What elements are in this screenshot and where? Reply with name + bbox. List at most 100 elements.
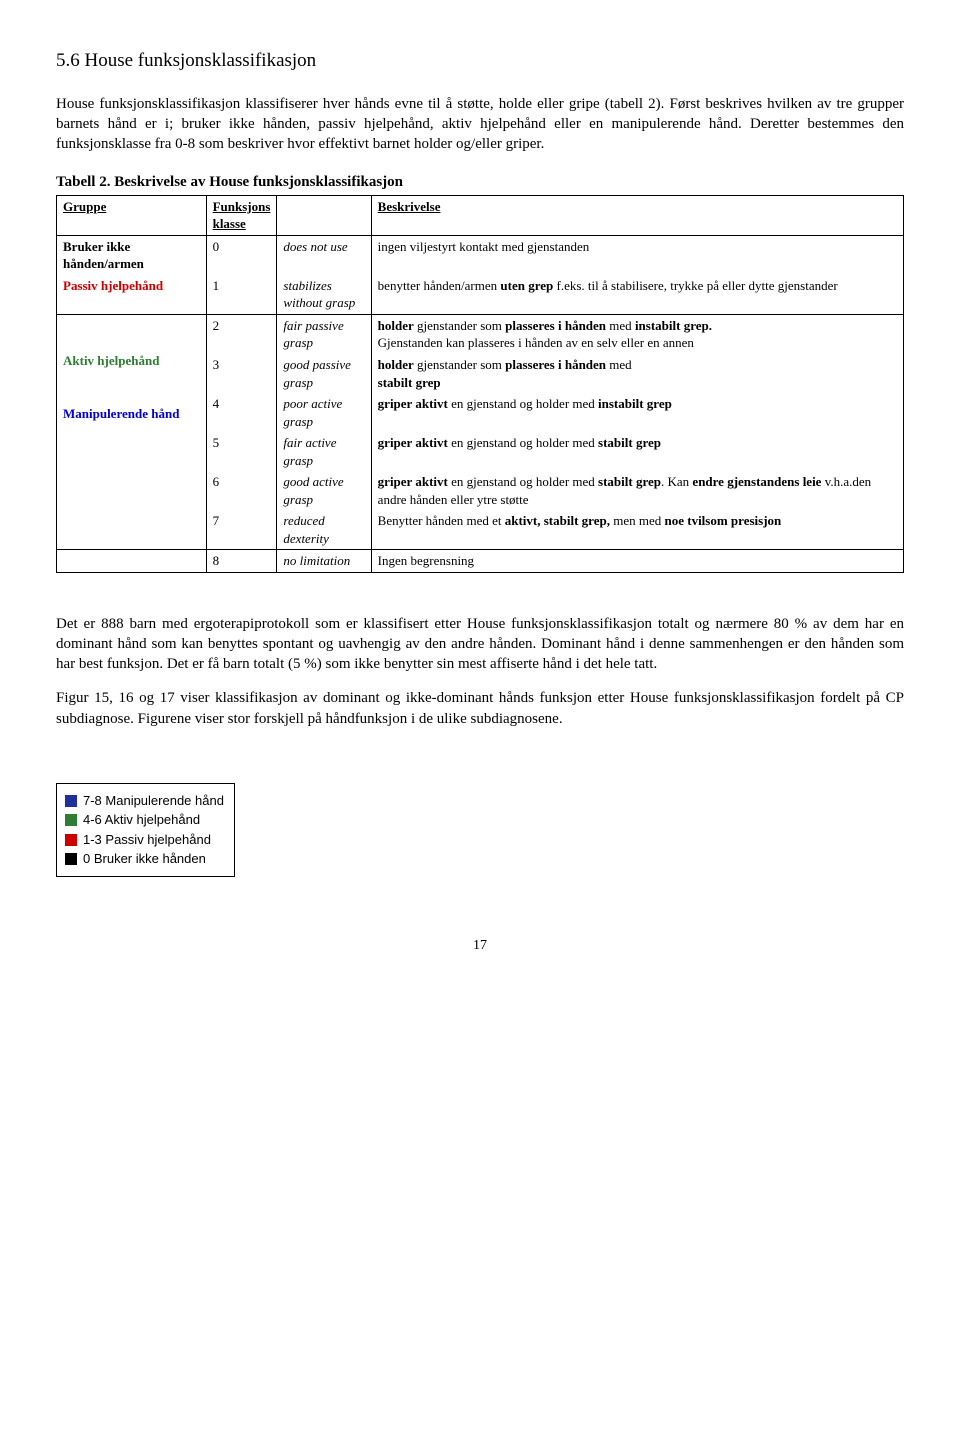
fn-3: good passive grasp xyxy=(277,354,371,393)
body-paragraph-1: Det er 888 barn med ergoterapiprotokoll … xyxy=(56,614,904,675)
legend-row: 1-3 Passiv hjelpehånd xyxy=(65,831,224,849)
klass-5: 5 xyxy=(206,432,277,471)
fn-4: poor active grasp xyxy=(277,393,371,432)
legend-label: 7-8 Manipulerende hånd xyxy=(83,792,224,810)
d1b: uten grep xyxy=(500,278,553,293)
d2b: gjenstander som xyxy=(414,318,505,333)
legend-swatch-icon xyxy=(65,853,77,865)
group-cell-2-3: Aktiv hjelpehånd Manipulerende hånd xyxy=(57,314,207,550)
group-cell-0: Bruker ikke hånden/armen xyxy=(57,235,207,275)
table-caption: Tabell 2. Beskrivelse av House funksjons… xyxy=(56,172,904,192)
d7b: aktivt, stabilt grep, xyxy=(505,513,610,528)
legend-swatch-icon xyxy=(65,814,77,826)
fn-8: no limitation xyxy=(277,550,371,573)
table-row: Bruker ikke hånden/armen 0 does not use … xyxy=(57,235,904,275)
desc-3: holder gjenstander som plasseres i hånde… xyxy=(371,354,903,393)
th-group-text: Gruppe xyxy=(63,199,106,214)
fn4a: poor active xyxy=(283,396,342,411)
desc-6: griper aktivt en gjenstand og holder med… xyxy=(371,471,903,510)
desc-4: griper aktivt en gjenstand og holder med… xyxy=(371,393,903,432)
d3c: plasseres i hånden xyxy=(505,357,606,372)
d6c: stabilt grep xyxy=(598,474,661,489)
d6e: endre gjenstandens leie xyxy=(692,474,821,489)
fn-2: fair passive grasp xyxy=(277,314,371,354)
fn6a: good active xyxy=(283,474,343,489)
fn-6: good activegrasp xyxy=(277,471,371,510)
desc-2: holder gjenstander som plasseres i hånde… xyxy=(371,314,903,354)
fn5a: fair active xyxy=(283,435,336,450)
legend-label: 1-3 Passiv hjelpehånd xyxy=(83,831,211,849)
d5a: griper aktivt xyxy=(378,435,448,450)
klass-3: 3 xyxy=(206,354,277,393)
d2d: med xyxy=(606,318,635,333)
fn-0: does not use xyxy=(277,235,371,275)
klass-2: 2 xyxy=(206,314,277,354)
d7a: Benytter hånden med et xyxy=(378,513,505,528)
fn-1: stabilizes without grasp xyxy=(277,275,371,315)
d4b: en gjenstand og holder med xyxy=(448,396,598,411)
legend-box: 7-8 Manipulerende hånd 4-6 Aktiv hjelpeh… xyxy=(56,783,235,877)
th-klass: Funksjons klasse xyxy=(206,195,277,235)
fn4b: grasp xyxy=(283,414,313,429)
d6a: griper aktivt xyxy=(378,474,448,489)
th-fn-blank xyxy=(277,195,371,235)
fn-5: fair active grasp xyxy=(277,432,371,471)
d1a: benytter hånden/armen xyxy=(378,278,501,293)
klass-8: 8 xyxy=(206,550,277,573)
d3e: stabilt grep xyxy=(378,375,441,390)
intro-paragraph: House funksjonsklassifikasjon klassifise… xyxy=(56,94,904,155)
desc-7: Benytter hånden med et aktivt, stabilt g… xyxy=(371,510,903,550)
klass-4: 4 xyxy=(206,393,277,432)
d3d: med xyxy=(606,357,632,372)
th-desc: Beskrivelse xyxy=(371,195,903,235)
d2e: instabilt grep. xyxy=(635,318,712,333)
fn-7: reduced dexterity xyxy=(277,510,371,550)
klass-1: 1 xyxy=(206,275,277,315)
klass-6: 6 xyxy=(206,471,277,510)
table-header-row: Gruppe Funksjons klasse Beskrivelse xyxy=(57,195,904,235)
legend-label: 0 Bruker ikke hånden xyxy=(83,850,206,868)
fn2a: fair passive xyxy=(283,318,343,333)
legend-row: 0 Bruker ikke hånden xyxy=(65,850,224,868)
legend-label: 4-6 Aktiv hjelpehånd xyxy=(83,811,200,829)
fn5b: grasp xyxy=(283,453,313,468)
desc-8: Ingen begrensning xyxy=(371,550,903,573)
d4c: instabilt grep xyxy=(598,396,672,411)
legend-swatch-icon xyxy=(65,795,77,807)
d1c: f.eks. til å stabilisere, trykke på elle… xyxy=(553,278,837,293)
legend-row: 4-6 Aktiv hjelpehånd xyxy=(65,811,224,829)
d6b: en gjenstand og holder med xyxy=(448,474,598,489)
legend-swatch-icon xyxy=(65,834,77,846)
d6d: . Kan xyxy=(661,474,692,489)
d3b: gjenstander som xyxy=(414,357,505,372)
d2f: Gjenstanden kan plasseres i hånden av en… xyxy=(378,335,694,350)
d5b: en gjenstand og holder med xyxy=(448,435,598,450)
table-row: 8 no limitation Ingen begrensning xyxy=(57,550,904,573)
page-number: 17 xyxy=(56,937,904,956)
house-table: Gruppe Funksjons klasse Beskrivelse Bruk… xyxy=(56,195,904,573)
d5c: stabilt grep xyxy=(598,435,661,450)
group-aktiv: Aktiv hjelpehånd xyxy=(63,353,159,368)
d2c: plasseres i hånden xyxy=(505,318,606,333)
fn-1a: stabilizes xyxy=(283,278,331,293)
fn-1b: without grasp xyxy=(283,295,355,310)
fn3b: grasp xyxy=(283,375,313,390)
legend-row: 7-8 Manipulerende hånd xyxy=(65,792,224,810)
d7c: men med xyxy=(610,513,665,528)
fn2b: grasp xyxy=(283,335,313,350)
group-manip: Manipulerende hånd xyxy=(63,406,179,421)
th-group: Gruppe xyxy=(57,195,207,235)
desc-0: ingen viljestyrt kontakt med gjenstanden xyxy=(371,235,903,275)
d7d: noe tvilsom presisjon xyxy=(664,513,781,528)
d3a: holder xyxy=(378,357,414,372)
klass-7: 7 xyxy=(206,510,277,550)
group-cell-blank xyxy=(57,550,207,573)
fn3a: good passive xyxy=(283,357,351,372)
desc-1: benytter hånden/armen uten grep f.eks. t… xyxy=(371,275,903,315)
table-row: Aktiv hjelpehånd Manipulerende hånd 2 fa… xyxy=(57,314,904,354)
th-desc-text: Beskrivelse xyxy=(378,199,441,214)
th-klass-text2: klasse xyxy=(213,216,246,231)
desc-5: griper aktivt en gjenstand og holder med… xyxy=(371,432,903,471)
section-heading: 5.6 House funksjonsklassifikasjon xyxy=(56,48,904,74)
body-paragraph-2: Figur 15, 16 og 17 viser klassifikasjon … xyxy=(56,688,904,729)
